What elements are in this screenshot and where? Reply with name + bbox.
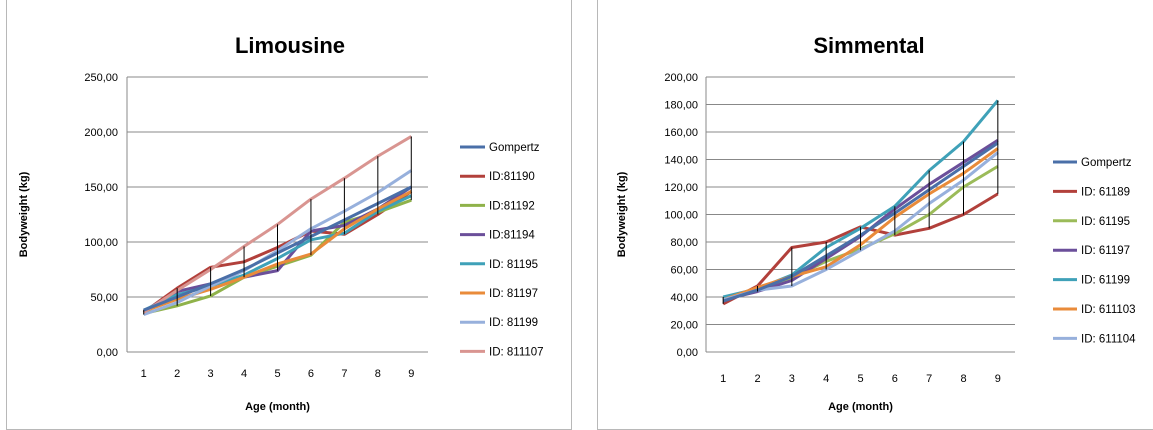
chart-panel-limousine: Limousine 0,00 50,00 100,00 150,00 200,00 250,… [6, 0, 572, 430]
x-tick-label: 7 [926, 373, 932, 385]
y-axis-title: Bodyweight (kg) [18, 171, 30, 257]
y-tick-label: 200,00 [664, 72, 698, 84]
y-tick-label: 0,00 [677, 347, 698, 359]
y-tick-label: 60,00 [670, 265, 698, 277]
chart-panel-simmental: Simmental 0,00 20,00 40,00 60,00 80,00 100,00 1… [597, 0, 1153, 430]
x-tick-label: 2 [754, 373, 760, 385]
x-tick-label: 5 [274, 368, 280, 380]
y-axis-title: Bodyweight (kg) [616, 171, 628, 257]
x-tick-label: 8 [960, 373, 966, 385]
y-tick-label: 100,00 [664, 210, 698, 222]
y-tick-label: 140,00 [664, 155, 698, 167]
x-tick-label: 1 [720, 373, 726, 385]
x-tick-label: 5 [857, 373, 863, 385]
x-tick-label: 2 [174, 368, 180, 380]
legend-entry: ID: 611104 [1081, 333, 1136, 345]
chart-title: Simmental [813, 33, 924, 58]
x-tick-label: 3 [789, 373, 795, 385]
legend-entry: ID: 61189 [1081, 186, 1130, 198]
legend-entry: ID: 61199 [1081, 275, 1130, 287]
legend-entry: ID: 61197 [1081, 245, 1130, 257]
x-tick-label: 4 [241, 368, 247, 380]
x-tick-label: 8 [375, 368, 381, 380]
x-tick-label: 1 [141, 368, 147, 380]
x-tick-label: 9 [408, 368, 414, 380]
y-tick-label: 150,00 [84, 182, 118, 194]
legend-entry: ID: 611103 [1081, 304, 1136, 316]
y-tick-label: 200,00 [84, 127, 118, 139]
y-tick-label: 80,00 [670, 237, 698, 249]
chart-title: Limousine [235, 33, 345, 58]
y-tick-label: 250,00 [84, 72, 118, 84]
legend-entry: ID: 811107 [489, 346, 544, 358]
y-tick-label: 40,00 [670, 292, 698, 304]
y-tick-label: 160,00 [664, 127, 698, 139]
chart-limousine: Limousine 0,00 50,00 100,00 150,00 200,00 250,… [18, 33, 544, 413]
legend-entry: ID: 61195 [1081, 216, 1130, 228]
y-tick-label: 180,00 [664, 100, 698, 112]
legend-entry: ID: 81195 [489, 259, 538, 271]
x-axis-title: Age (month) [245, 401, 310, 413]
series-line-id-61197 [722, 139, 999, 302]
legend-entry: Gompertz [489, 142, 540, 154]
legend-entry: ID:81194 [489, 230, 535, 242]
y-tick-label: 20,00 [670, 320, 698, 332]
y-tick-label: 0,00 [97, 347, 118, 359]
x-tick-label: 7 [341, 368, 347, 380]
y-tick-label: 50,00 [90, 292, 118, 304]
x-tick-label: 6 [308, 368, 314, 380]
y-tick-label: 100,00 [84, 237, 118, 249]
x-tick-label: 6 [892, 373, 898, 385]
legend-entry: ID:81190 [489, 171, 535, 183]
x-tick-label: 3 [208, 368, 214, 380]
legend-entry: ID: 81199 [489, 317, 538, 329]
legend-entry: ID: 81197 [489, 288, 538, 300]
x-tick-label: 9 [995, 373, 1001, 385]
series-line-id-611104 [722, 151, 999, 302]
x-tick-label: 4 [823, 373, 829, 385]
series-line-id-61199 [722, 99, 999, 299]
legend-entry: ID:81192 [489, 200, 535, 212]
x-axis-title: Age (month) [828, 401, 893, 413]
legend-entry: Gompertz [1081, 157, 1132, 169]
y-tick-label: 120,00 [664, 182, 698, 194]
chart-simmental: Simmental 0,00 20,00 40,00 60,00 80,00 100,00 1… [616, 33, 1136, 413]
